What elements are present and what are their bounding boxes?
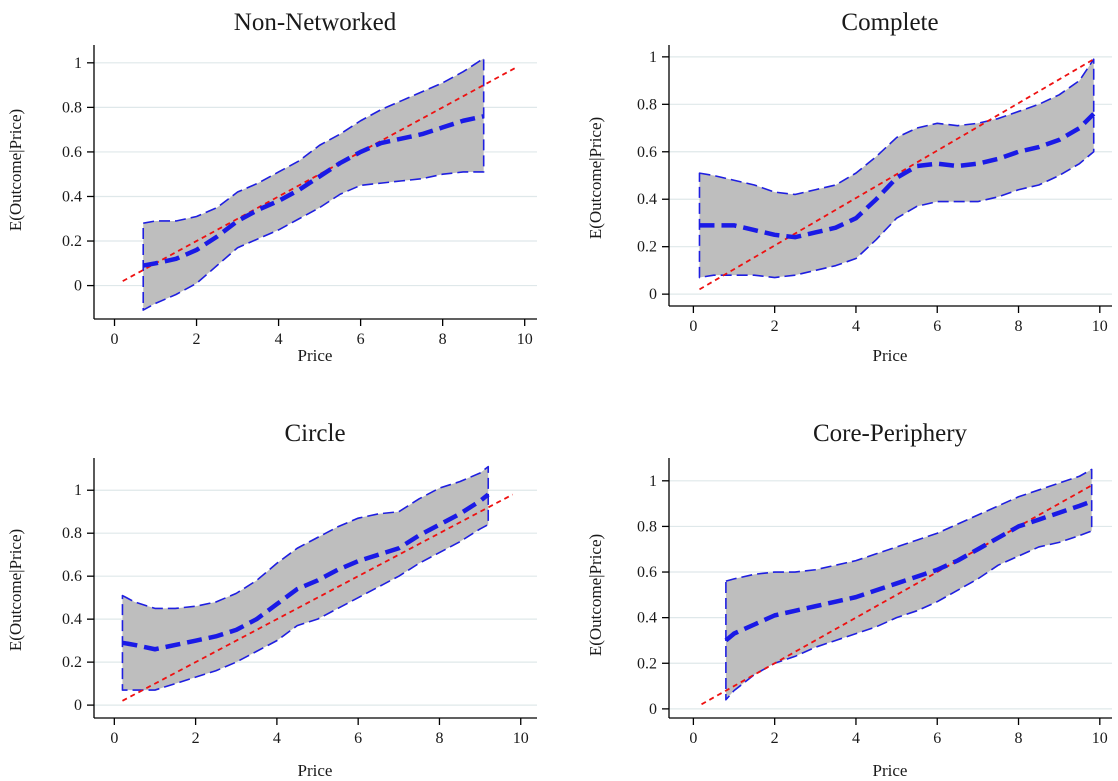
plot-area: 00.20.40.60.810 2 4 6 8 10: [637, 458, 1112, 747]
x-tick-label: 6: [354, 730, 362, 747]
x-tick-label: 8: [439, 331, 447, 348]
y-tick-label: 0.6: [637, 564, 657, 581]
panel-title: Core-Periphery: [813, 420, 968, 447]
x-tick-label: 2: [193, 331, 201, 348]
x-tick-label: 0: [110, 730, 118, 747]
panel-complete: 00.20.40.60.810 2 4 6 8 10 Complete Price E(O…: [586, 9, 1112, 365]
x-tick-label: 10: [513, 730, 529, 747]
x-tick-label: 4: [852, 318, 860, 335]
y-tick-label: 0.4: [62, 188, 82, 205]
reference-line: [122, 493, 514, 702]
confidence-band: [725, 468, 1093, 701]
plot-area: 00.20.40.60.810 2 4 6 8 10: [637, 45, 1112, 335]
x-tick-label: 4: [273, 730, 281, 747]
panel-title: Circle: [284, 420, 345, 447]
fit-line: [122, 492, 490, 652]
x-tick-label: 6: [357, 331, 365, 348]
x-tick-label: 0: [689, 318, 697, 335]
y-tick-label: 0.6: [637, 144, 657, 161]
x-tick-label: 10: [1092, 730, 1108, 747]
y-tick-label: 0: [74, 697, 82, 714]
y-tick-label: 0.8: [637, 518, 657, 535]
x-tick-label: 8: [1015, 730, 1023, 747]
y-tick-label: 0.8: [637, 96, 657, 113]
y-tick-label: 0.4: [62, 611, 82, 628]
x-tick-label: 4: [275, 331, 283, 348]
panel-non-networked: 00.20.40.60.810 2 4 6 8 10 Non-Networked Pric…: [6, 9, 537, 365]
y-tick-label: 1: [74, 482, 82, 499]
x-tick-label: 6: [933, 318, 941, 335]
y-axis-label: E(Outcome|Price): [6, 109, 25, 231]
y-tick-label: 0.2: [637, 239, 657, 256]
reference-line: [701, 484, 1093, 706]
y-tick-label: 1: [649, 49, 657, 66]
x-axis-label: Price: [298, 761, 333, 780]
reference-line: [699, 58, 1095, 291]
x-tick-label: 10: [517, 331, 533, 348]
x-tick-label: 2: [192, 730, 200, 747]
fit-line: [699, 112, 1096, 240]
plot-area: 00.20.40.60.810 2 4 6 8 10: [62, 45, 537, 348]
y-axis-label: E(Outcome|Price): [6, 529, 25, 651]
x-tick-label: 0: [689, 730, 697, 747]
x-tick-label: 6: [933, 730, 941, 747]
fit-line: [724, 499, 1093, 643]
x-axis-label: Price: [298, 346, 333, 365]
y-tick-label: 0.6: [62, 144, 82, 161]
confidence-band: [698, 58, 1095, 279]
y-axis-label: E(Outcome|Price): [586, 117, 605, 239]
panel-title: Non-Networked: [234, 9, 397, 36]
y-axis-label: E(Outcome|Price): [586, 534, 605, 656]
fit-line: [142, 114, 485, 268]
y-tick-label: 0: [74, 278, 82, 295]
y-tick-label: 1: [649, 473, 657, 490]
panel-title: Complete: [841, 9, 938, 36]
y-tick-label: 0.4: [637, 191, 657, 208]
x-tick-label: 8: [1015, 318, 1023, 335]
y-tick-label: 0.2: [62, 233, 82, 250]
x-axis-label: Price: [873, 761, 908, 780]
panel-circle: 00.20.40.60.810 2 4 6 8 10 Circle Price E(Out…: [6, 420, 537, 780]
confidence-band: [121, 465, 490, 691]
y-tick-label: 0.8: [62, 525, 82, 542]
y-tick-label: 0: [649, 701, 657, 718]
y-tick-label: 0.2: [637, 655, 657, 672]
y-tick-label: 0.8: [62, 99, 82, 116]
y-tick-label: 0.4: [637, 610, 657, 627]
y-tick-label: 0: [649, 286, 657, 303]
panel-core-periphery: 00.20.40.60.810 2 4 6 8 10 Core-Periphery Pri…: [586, 420, 1112, 780]
x-tick-label: 4: [852, 730, 860, 747]
y-tick-label: 0.2: [62, 654, 82, 671]
x-tick-label: 2: [771, 730, 779, 747]
x-tick-label: 10: [1092, 318, 1108, 335]
confidence-band: [142, 57, 485, 311]
x-tick-label: 8: [435, 730, 443, 747]
y-tick-label: 1: [74, 55, 82, 72]
y-tick-label: 0.6: [62, 568, 82, 585]
reference-line: [122, 66, 517, 282]
x-tick-label: 0: [111, 331, 119, 348]
plot-area: 00.20.40.60.810 2 4 6 8 10: [62, 458, 537, 747]
x-tick-label: 2: [771, 318, 779, 335]
x-axis-label: Price: [873, 346, 908, 365]
